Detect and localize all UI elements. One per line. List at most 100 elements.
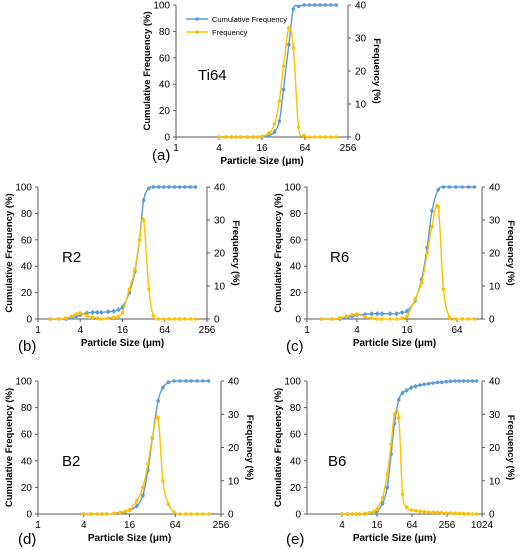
frequency-point [474,512,479,516]
x-axis-title: Particle Size (μm) [88,533,171,544]
x-tick-label: 4 [77,325,83,336]
frequency-point [166,502,171,506]
cumulative-point [267,133,271,138]
frequency-point [238,135,243,139]
frequency-point [277,98,282,103]
cumulative-point [472,185,477,189]
frequency-point [217,135,221,139]
cumulative-frequency-line [341,380,477,515]
right-y-tick-label: 0 [214,315,220,326]
left-y-tick-label: 100 [284,183,301,194]
frequency-point [363,511,367,516]
frequency-point [466,511,470,516]
frequency-point [161,478,165,483]
frequency-point [388,317,392,321]
left-y-tick-label: 20 [21,288,33,299]
left-y-axis-title: Cumulative Frequency (%) [4,193,15,312]
cumulative-point [141,198,146,202]
frequency-point [444,511,448,515]
cumulative-point [296,4,301,9]
frequency-point [195,512,199,516]
right-y-tick-label: 20 [489,443,501,454]
frequency-point [99,317,104,321]
frequency-point [64,316,68,320]
frequency-point [206,512,211,516]
cumulative-point [430,208,434,213]
frequency-point [183,512,188,516]
left-y-axis-title: Cumulative Frequency (%) [273,193,284,312]
frequency-point [281,64,286,68]
legend-label-cumulative: Cumulative Frequency [212,15,287,24]
frequency-point [251,135,255,139]
right-y-tick-label: 40 [228,377,240,388]
chart-panel-3: 0 20 40 60 80 100 0 10 20 30 40 1 4 16 64 Particle Size… [273,183,516,356]
cumulative-point [461,379,466,383]
right-y-tick-label: 40 [355,1,367,12]
frequency-point [394,317,399,321]
cumulative-point [453,379,457,383]
frequency-point [193,317,198,321]
cumulative-point [106,309,110,314]
left-y-tick-label: 40 [290,456,302,467]
frequency-point [448,511,453,515]
frequency-point [363,314,367,319]
frequency-point [229,135,234,139]
cumulative-point [166,380,171,385]
frequency-point [112,511,116,516]
frequency-point [183,317,187,321]
cumulative-point [272,129,277,134]
frequency-point [466,317,471,321]
x-tick-label: 4 [81,520,87,531]
left-y-tick-label: 40 [21,456,33,467]
right-y-tick-label: 10 [214,282,226,293]
cumulative-point [474,379,479,383]
left-y-tick-label: 100 [284,377,301,388]
frequency-point [123,509,127,514]
inset-label: B6 [328,453,346,470]
frequency-point [397,415,401,420]
frequency-point [302,133,306,138]
frequency-point [81,512,86,516]
cumulative-point [413,384,418,389]
inset-label: R6 [330,249,349,266]
frequency-point [350,512,355,516]
frequency-point [95,316,100,321]
frequency-point [419,280,424,285]
left-y-tick-label: 0 [295,315,301,326]
x-tick-label: 64 [299,143,311,154]
frequency-point [404,505,409,510]
right-y-tick-label: 20 [355,67,367,78]
cumulative-point [95,310,100,315]
left-y-tick-label: 60 [159,53,171,64]
cumulative-point [161,385,165,390]
cumulative-point [302,3,306,7]
x-tick-label: 16 [371,520,383,531]
right-y-tick-label: 10 [228,476,240,487]
frequency-point [90,315,95,320]
right-y-axis-title: Frequency (%) [505,415,516,480]
left-y-tick-label: 20 [21,483,33,494]
frequency-point [267,131,271,135]
cumulative-point [183,379,188,383]
x-tick-label: 1 [35,520,41,531]
frequency-point [133,267,137,272]
frequency-point [357,512,362,516]
frequency-point [441,287,446,292]
frequency-line [341,408,477,515]
frequency-point [307,135,312,139]
cumulative-point [281,87,286,92]
x-tick-label: 64 [170,520,182,531]
left-y-tick-label: 40 [290,262,302,273]
left-y-tick-label: 0 [164,133,170,144]
frequency-point [161,317,166,321]
frequency-point [367,510,372,515]
x-tick-label: 16 [117,325,129,336]
frequency-line [50,217,196,320]
x-tick-label: 1 [35,325,41,336]
frequency-point [318,135,322,139]
frequency-point [457,511,462,516]
cumulative-point [291,7,296,11]
frequency-point [470,512,475,516]
left-y-tick-label: 20 [159,106,171,117]
x-tick-label: 16 [124,520,136,531]
